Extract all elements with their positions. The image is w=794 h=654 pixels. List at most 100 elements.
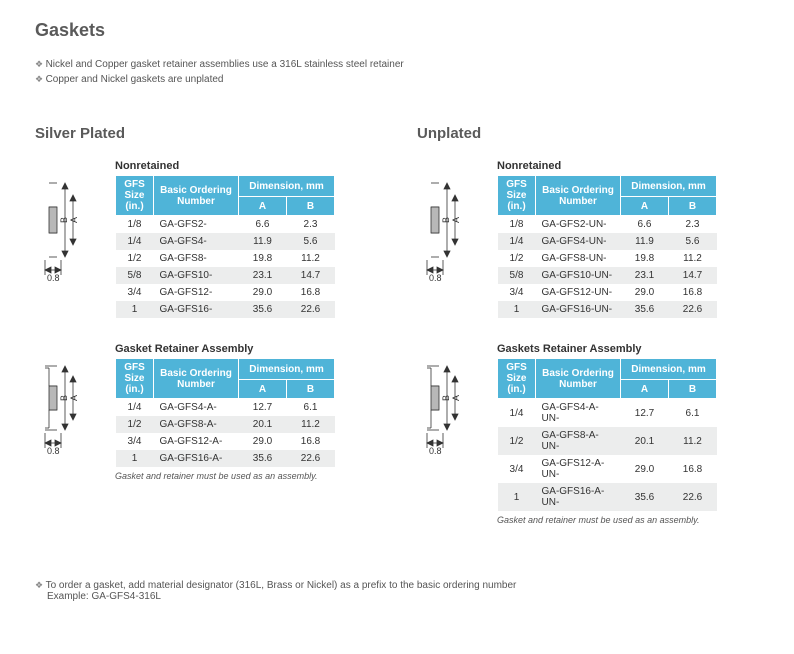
svg-text:0.8: 0.8 <box>47 446 60 456</box>
cell-b: 6.1 <box>287 399 335 417</box>
th-b: B <box>669 197 717 216</box>
th-b: B <box>287 380 335 399</box>
cell-b: 14.7 <box>287 267 335 284</box>
cell-ordnum: GA-GFS12-UN- <box>536 284 621 301</box>
table-row: 1/8 GA-GFS2- 6.6 2.3 <box>116 216 335 234</box>
th-dim: Dimension, mm <box>621 359 717 380</box>
cell-ordnum: GA-GFS10-UN- <box>536 267 621 284</box>
th-b: B <box>669 380 717 399</box>
table-title: Gasket Retainer Assembly <box>115 343 377 355</box>
table-footnote: Gasket and retainer must be used as an a… <box>115 471 377 481</box>
cell-b: 16.8 <box>287 284 335 301</box>
cell-ordnum: GA-GFS8- <box>154 250 239 267</box>
cell-a: 29.0 <box>239 284 287 301</box>
svg-text:B: B <box>59 395 69 401</box>
cell-ordnum: GA-GFS2-UN- <box>536 216 621 234</box>
cell-size: 1/8 <box>116 216 154 234</box>
ordering-note-example: Example: GA-GFS4-316L <box>47 591 759 602</box>
cell-a: 11.9 <box>621 233 669 250</box>
th-a: A <box>239 380 287 399</box>
cell-size: 1 <box>116 301 154 318</box>
cell-a: 29.0 <box>239 433 287 450</box>
th-a: A <box>239 197 287 216</box>
table-footnote: Gasket and retainer must be used as an a… <box>497 515 759 525</box>
table-title: Nonretained <box>115 160 377 172</box>
th-a: A <box>621 380 669 399</box>
bullet-line: Nickel and Copper gasket retainer assemb… <box>35 59 759 70</box>
table-title: Nonretained <box>497 160 759 172</box>
cell-a: 23.1 <box>621 267 669 284</box>
cell-b: 22.6 <box>287 450 335 467</box>
th-ord: Basic Ordering Number <box>154 359 239 399</box>
table-row: 5/8 GA-GFS10-UN- 23.1 14.7 <box>498 267 717 284</box>
cell-ordnum: GA-GFS12-A-UN- <box>536 455 621 483</box>
svg-text:A: A <box>451 217 461 223</box>
cell-b: 14.7 <box>669 267 717 284</box>
svg-text:0.8: 0.8 <box>429 273 442 283</box>
table-row: 3/4 GA-GFS12- 29.0 16.8 <box>116 284 335 301</box>
table-row: 1/2 GA-GFS8-A- 20.1 11.2 <box>116 416 335 433</box>
cell-ordnum: GA-GFS10- <box>154 267 239 284</box>
cell-ordnum: GA-GFS16- <box>154 301 239 318</box>
cell-b: 22.6 <box>287 301 335 318</box>
cell-size: 1/2 <box>498 250 536 267</box>
cell-size: 5/8 <box>498 267 536 284</box>
gasket-table: GFS Size (in.) Basic Ordering Number Dim… <box>115 358 335 467</box>
cell-b: 11.2 <box>669 250 717 267</box>
gasket-diagram-nonretained: A B 0.8 <box>417 175 492 285</box>
th-ord: Basic Ordering Number <box>536 176 621 216</box>
ordering-note: To order a gasket, add material designat… <box>35 580 759 602</box>
cell-b: 11.2 <box>287 250 335 267</box>
cell-b: 16.8 <box>287 433 335 450</box>
cell-b: 11.2 <box>287 416 335 433</box>
cell-size: 3/4 <box>116 433 154 450</box>
cell-a: 19.8 <box>239 250 287 267</box>
table-row: 1/4 GA-GFS4-A- 12.7 6.1 <box>116 399 335 417</box>
th-dim: Dimension, mm <box>239 359 335 380</box>
cell-ordnum: GA-GFS2- <box>154 216 239 234</box>
cell-a: 12.7 <box>239 399 287 417</box>
th-dim: Dimension, mm <box>621 176 717 197</box>
cell-a: 6.6 <box>621 216 669 234</box>
gasket-table: GFS Size (in.) Basic Ordering Number Dim… <box>497 175 717 318</box>
svg-text:A: A <box>451 395 461 401</box>
svg-text:0.8: 0.8 <box>47 273 60 283</box>
table-row: 1/2 GA-GFS8-UN- 19.8 11.2 <box>498 250 717 267</box>
table-block: Nonretained A B 0.8 <box>417 160 759 318</box>
cell-b: 16.8 <box>669 455 717 483</box>
cell-a: 29.0 <box>621 284 669 301</box>
cell-a: 35.6 <box>239 450 287 467</box>
cell-b: 2.3 <box>287 216 335 234</box>
cell-b: 22.6 <box>669 483 717 511</box>
cell-size: 3/4 <box>498 455 536 483</box>
cell-a: 20.1 <box>621 427 669 455</box>
th-ord: Basic Ordering Number <box>536 359 621 399</box>
cell-size: 1/2 <box>116 250 154 267</box>
cell-size: 3/4 <box>498 284 536 301</box>
cell-ordnum: GA-GFS16-UN- <box>536 301 621 318</box>
gasket-diagram-nonretained: A B 0.8 <box>35 175 110 285</box>
cell-a: 20.1 <box>239 416 287 433</box>
ordering-note-line: To order a gasket, add material designat… <box>35 580 759 591</box>
section: Unplated Nonretained A B 0.8 <box>417 125 759 550</box>
table-row: 3/4 GA-GFS12-A-UN- 29.0 16.8 <box>498 455 717 483</box>
svg-text:B: B <box>59 217 69 223</box>
table-block: Gaskets Retainer Assembly A B <box>417 343 759 525</box>
cell-ordnum: GA-GFS4-A-UN- <box>536 399 621 428</box>
page-title: Gaskets <box>35 20 759 41</box>
cell-size: 1/2 <box>498 427 536 455</box>
cell-b: 5.6 <box>669 233 717 250</box>
sections-row: Silver Plated Nonretained A B 0.8 <box>35 125 759 550</box>
cell-a: 23.1 <box>239 267 287 284</box>
section-title: Unplated <box>417 125 759 142</box>
th-b: B <box>287 197 335 216</box>
cell-ordnum: GA-GFS12- <box>154 284 239 301</box>
gasket-table: GFS Size (in.) Basic Ordering Number Dim… <box>115 175 335 318</box>
svg-text:A: A <box>69 217 79 223</box>
cell-b: 22.6 <box>669 301 717 318</box>
intro-bullets: Nickel and Copper gasket retainer assemb… <box>35 59 759 85</box>
th-gfs: GFS Size (in.) <box>116 359 154 399</box>
cell-ordnum: GA-GFS16-A-UN- <box>536 483 621 511</box>
table-row: 1 GA-GFS16-A-UN- 35.6 22.6 <box>498 483 717 511</box>
cell-a: 6.6 <box>239 216 287 234</box>
